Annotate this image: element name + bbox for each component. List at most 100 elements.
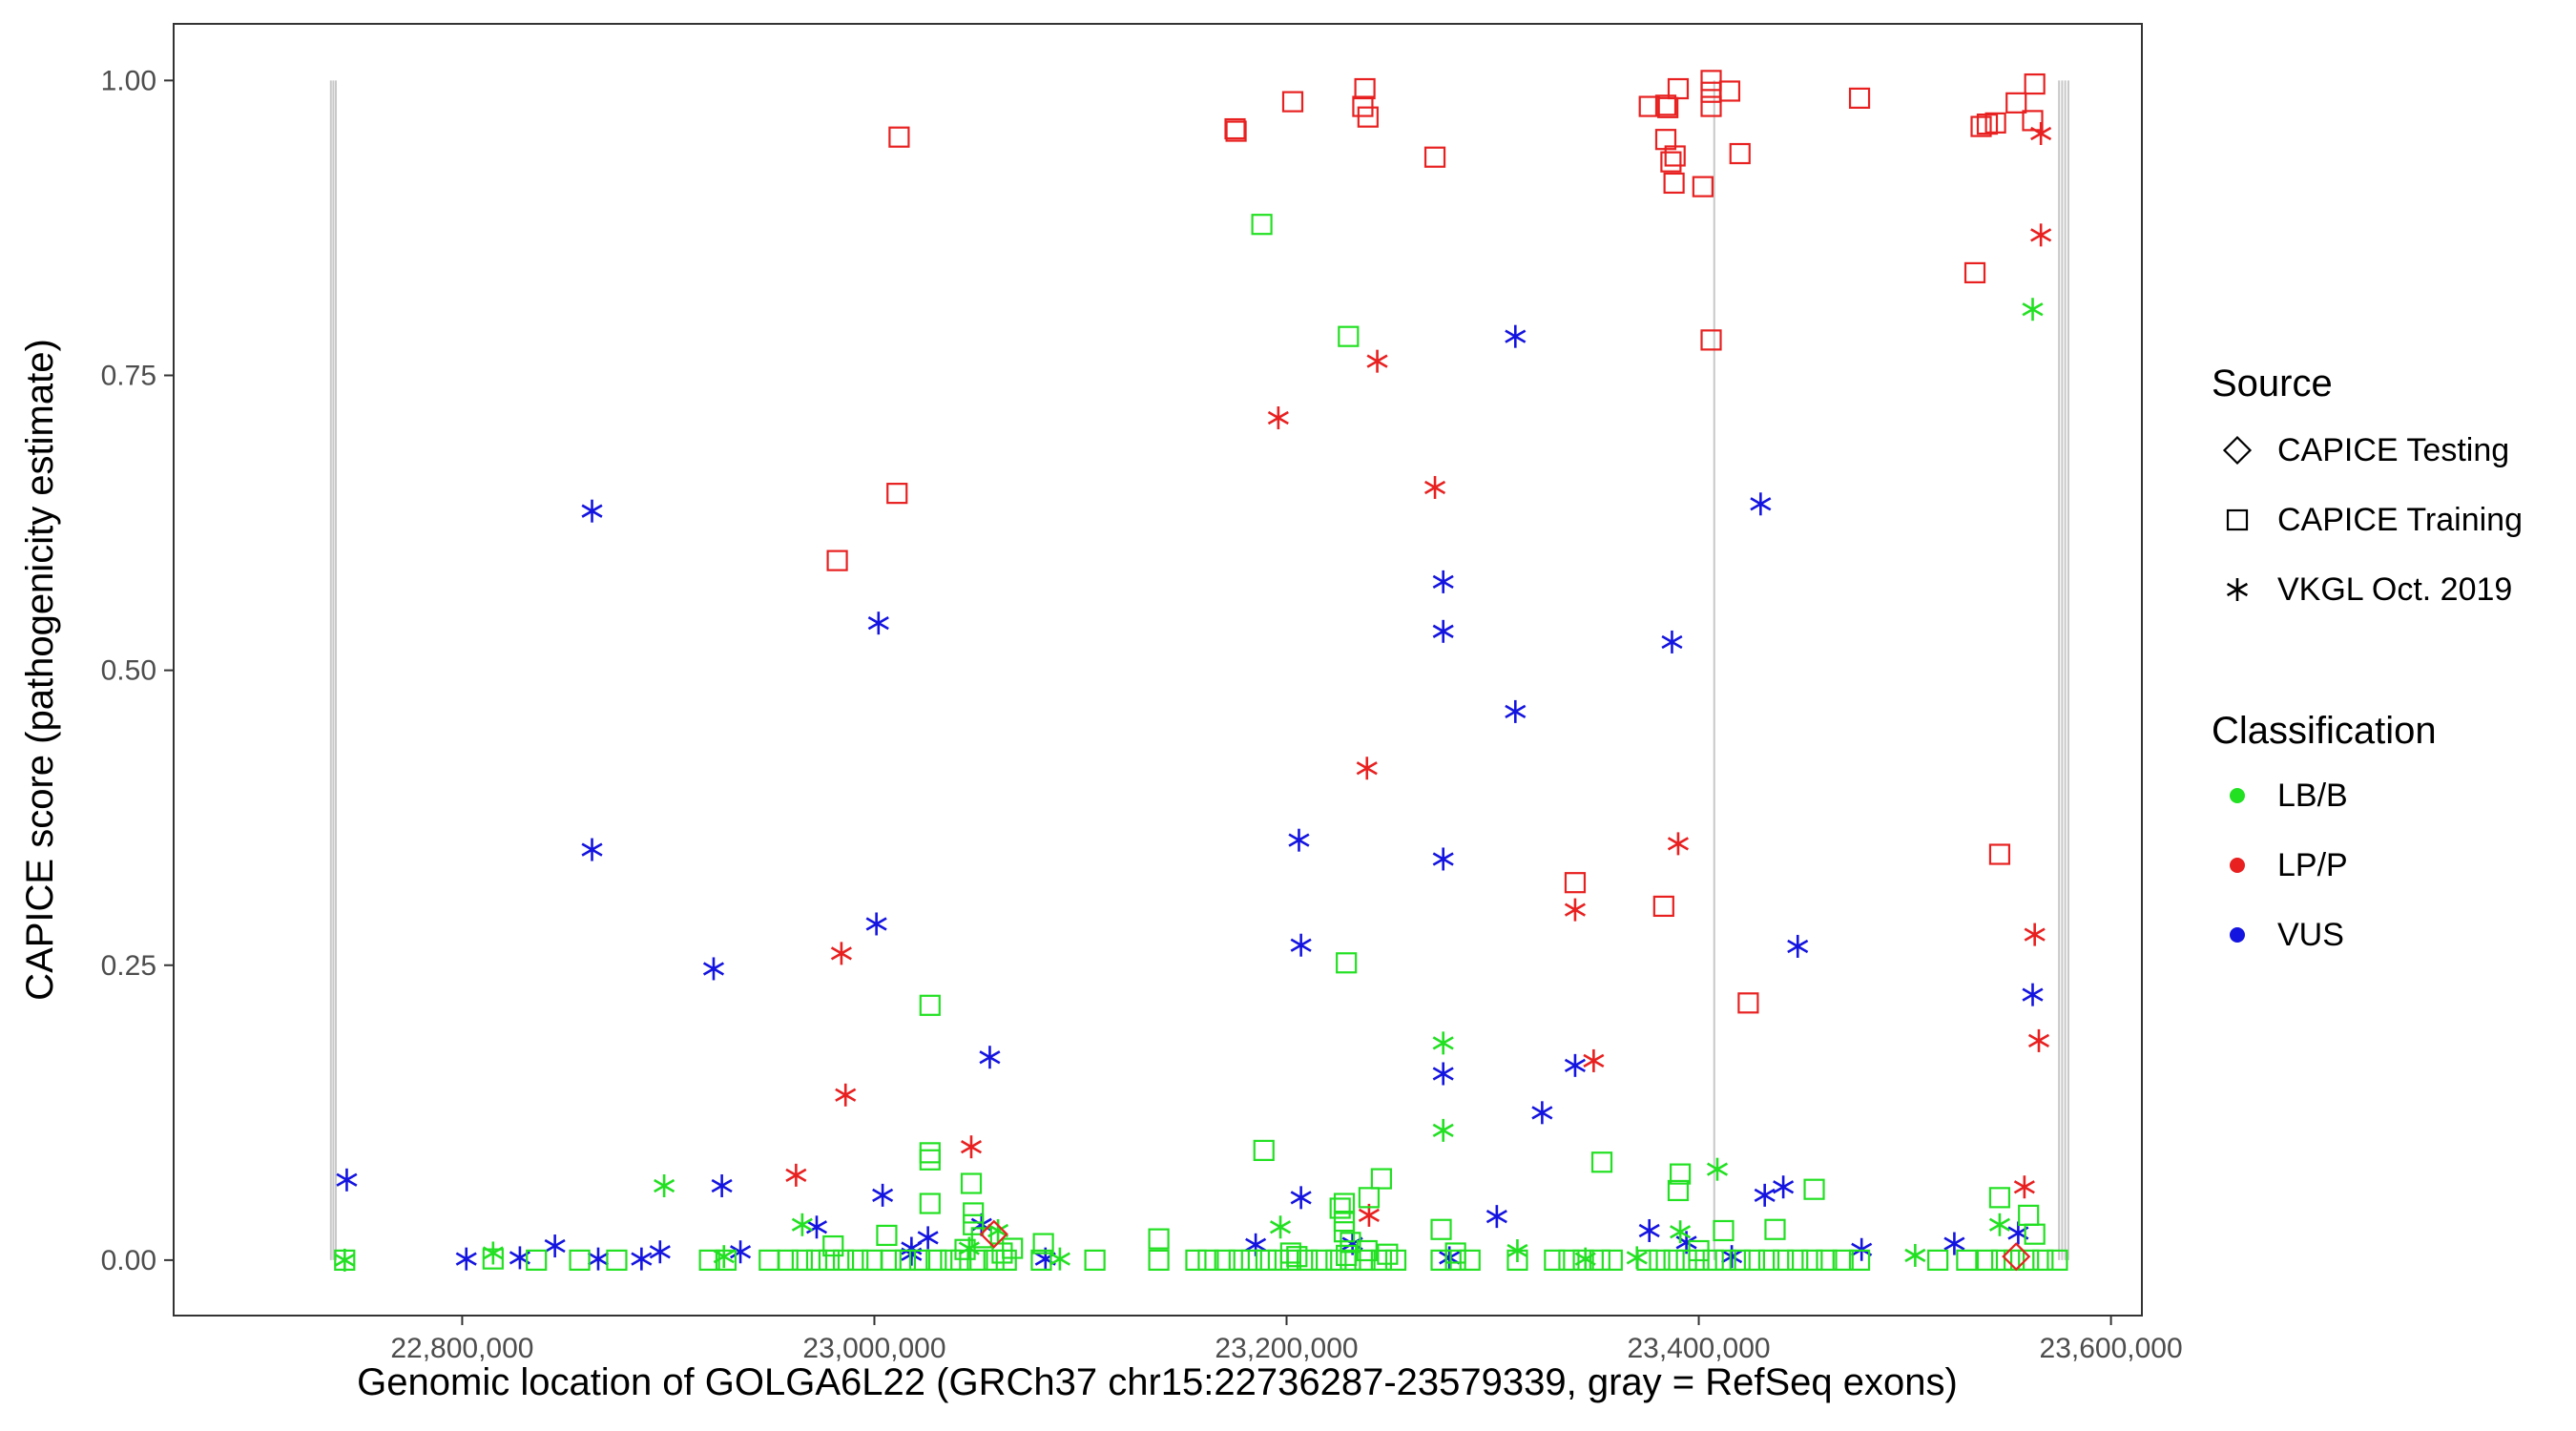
point-asterisk-vus xyxy=(1564,1053,1586,1077)
y-axis: 0.00 0.25 0.50 0.75 1.00 xyxy=(101,65,174,1276)
point-square-lbb xyxy=(1336,952,1358,974)
point-square-lbb xyxy=(1340,1232,1361,1254)
point-square-lbb xyxy=(1675,1249,1697,1271)
point-square-lbb xyxy=(1084,1249,1106,1271)
point-square-lpp xyxy=(1663,172,1685,195)
point-square-lbb xyxy=(1636,1249,1658,1271)
point-square-lbb xyxy=(1816,1249,1838,1271)
x-axis-label: Genomic location of GOLGA6L22 (GRCh37 ch… xyxy=(357,1361,1958,1403)
exon-lines xyxy=(329,80,2069,1260)
point-asterisk-lbb xyxy=(1670,1220,1692,1244)
point-asterisk-lpp xyxy=(1564,898,1586,922)
point-square-lbb xyxy=(1663,1249,1685,1271)
point-square-lbb xyxy=(526,1249,548,1271)
point-square-lbb xyxy=(1340,1249,1361,1271)
point-asterisk-vus xyxy=(2022,983,2044,1006)
point-square-lpp xyxy=(1667,77,1690,100)
y-tick-label: 0.75 xyxy=(101,360,156,391)
point-asterisk-lpp xyxy=(1356,757,1378,780)
legend-source-label: CAPICE Training xyxy=(2277,502,2523,538)
point-square-lpp xyxy=(1700,329,1722,351)
legend-classification-items: LB/B LP/P VUS xyxy=(2230,778,2348,953)
point-square-lpp xyxy=(1976,114,1999,135)
point-asterisk-vus xyxy=(1432,847,1454,871)
point-square-lbb xyxy=(1354,1249,1376,1271)
point-square-lbb xyxy=(894,1249,916,1271)
point-asterisk-vus xyxy=(1485,1205,1507,1229)
data-points xyxy=(334,70,2068,1272)
point-square-lpp xyxy=(2024,73,2046,95)
x-tick-label: 23,600,000 xyxy=(2040,1333,2183,1364)
point-square-lbb xyxy=(1601,1249,1623,1271)
point-asterisk-lbb xyxy=(1432,1031,1454,1055)
legend-source-label: CAPICE Testing xyxy=(2277,432,2509,468)
point-square-lbb xyxy=(1459,1249,1481,1271)
point-asterisk-lbb xyxy=(654,1173,675,1197)
point-square-lbb xyxy=(1430,1218,1452,1240)
point-square-lbb xyxy=(908,1249,931,1271)
point-asterisk-vus xyxy=(872,1183,894,1207)
point-square-lbb xyxy=(925,1249,947,1271)
point-square-lbb xyxy=(1773,1249,1795,1271)
point-square-lbb xyxy=(983,1249,1005,1271)
point-asterisk-lpp xyxy=(830,942,852,965)
point-square-lbb xyxy=(1743,1249,1765,1271)
point-square-lbb xyxy=(1670,1163,1692,1185)
point-asterisk-vus xyxy=(1754,1183,1776,1207)
point-square-lbb xyxy=(1688,1249,1710,1271)
point-square-lpp xyxy=(1564,872,1587,894)
x-tick-label: 22,800,000 xyxy=(390,1333,533,1364)
point-square-lbb xyxy=(1702,1249,1724,1271)
point-square-lbb xyxy=(2003,1249,2025,1271)
point-square-lbb xyxy=(1197,1249,1219,1271)
point-square-lpp xyxy=(1664,145,1686,167)
point-diamond-lpp xyxy=(979,1219,1008,1249)
point-asterisk-vus xyxy=(979,1046,1001,1069)
point-square-lbb xyxy=(1338,325,1360,347)
point-square-lbb xyxy=(2018,1249,2040,1271)
y-tick-label: 0.25 xyxy=(101,950,156,982)
point-asterisk-vus xyxy=(711,1173,733,1197)
point-square-lbb xyxy=(954,1238,976,1260)
x-tick-label: 23,400,000 xyxy=(1627,1333,1770,1364)
point-square-lbb xyxy=(1590,1151,1613,1173)
point-square-lbb xyxy=(1255,1249,1278,1271)
point-asterisk-vus xyxy=(1661,630,1683,653)
point-asterisk-vus xyxy=(1290,1186,1312,1210)
legend-classification-label: LP/P xyxy=(2277,847,2348,883)
point-asterisk-vus xyxy=(1721,1245,1743,1269)
point-square-lbb xyxy=(960,1172,983,1194)
point-square-lbb xyxy=(1713,1219,1735,1242)
point-square-lbb xyxy=(1311,1249,1333,1271)
point-square-lbb xyxy=(919,1149,941,1171)
point-square-lpp xyxy=(826,550,848,571)
point-square-lbb xyxy=(995,1249,1017,1271)
point-square-lbb xyxy=(1333,1210,1356,1233)
point-square-lbb xyxy=(1832,1249,1854,1271)
point-square-lbb xyxy=(1279,1249,1301,1271)
point-square-lpp xyxy=(1652,895,1674,918)
point-asterisk-vus xyxy=(581,838,603,861)
point-square-lpp xyxy=(1225,120,1247,142)
point-diamond-lpp xyxy=(2002,1242,2031,1272)
point-asterisk-vus xyxy=(730,1240,752,1264)
point-square-lbb xyxy=(1506,1249,1528,1271)
point-square-lbb xyxy=(919,994,941,1016)
point-square-lbb xyxy=(1991,1249,2013,1271)
point-square-lpp xyxy=(888,126,910,148)
point-square-lbb xyxy=(2032,1249,2054,1271)
point-asterisk-vus xyxy=(1432,570,1454,593)
point-square-lpp xyxy=(1357,106,1379,128)
y-tick-label: 0.50 xyxy=(101,655,156,687)
point-asterisk-vus xyxy=(1750,492,1772,516)
point-asterisk-lbb xyxy=(2022,298,2044,321)
point-asterisk-lbb xyxy=(1049,1247,1070,1271)
point-square-lbb xyxy=(1358,1187,1381,1209)
point-asterisk-lbb xyxy=(1269,1215,1292,1239)
y-tick-label: 1.00 xyxy=(101,65,156,96)
point-square-lbb xyxy=(1667,1179,1690,1202)
point-square-lbb xyxy=(950,1249,972,1271)
point-asterisk-lpp xyxy=(1366,349,1388,373)
point-square-lbb xyxy=(2046,1249,2068,1271)
point-asterisk-vus xyxy=(336,1168,358,1192)
